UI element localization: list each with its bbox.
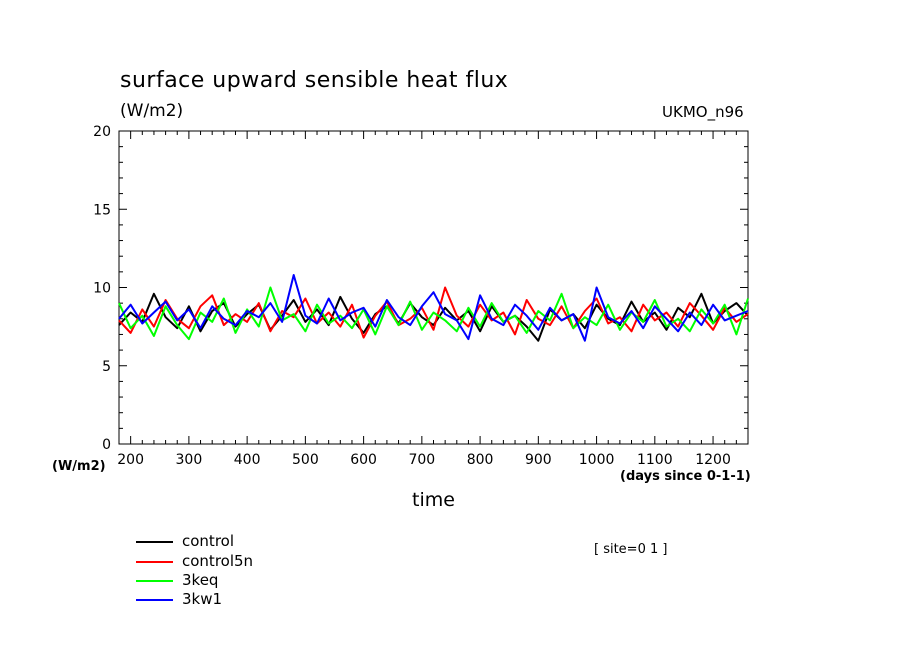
- legend-swatch-control5n: [136, 561, 173, 563]
- y-tick-label: 0: [102, 437, 111, 453]
- x-tick-label: 500: [292, 452, 319, 468]
- legend-swatch-3keq: [136, 580, 173, 582]
- chart-title: surface upward sensible heat flux: [120, 68, 509, 93]
- plot-frame: [118, 130, 749, 445]
- y-tick-label: 10: [93, 281, 111, 297]
- x-tick-label: 900: [525, 452, 552, 468]
- series-line-control5n: [118, 286, 749, 339]
- x-tick-label: 300: [176, 452, 203, 468]
- series-line-3kw1: [118, 274, 749, 342]
- axis-tick-labels: 200 300 400 500 600 700 800 900 1000 1100 1200 0 5 10…: [93, 124, 731, 468]
- series-lines: [118, 274, 749, 342]
- series-line-3keq: [118, 286, 749, 341]
- x-tick-label: 200: [117, 452, 144, 468]
- legend-label-3keq: 3keq: [182, 571, 219, 589]
- legend-label-control: control: [182, 532, 234, 550]
- legend-label-3kw1: 3kw1: [182, 590, 223, 608]
- site-label: [ site=0 1 ]: [594, 542, 668, 557]
- y-tick-label: 5: [102, 359, 111, 375]
- x-tick-label: 1200: [695, 452, 731, 468]
- x-tick-label: 600: [350, 452, 377, 468]
- x-tick-label: 1100: [637, 452, 673, 468]
- x-tick-label: 700: [408, 452, 435, 468]
- y-unit-label-top: (W/m2): [120, 101, 184, 121]
- legend-label-control5n: control5n: [182, 552, 254, 570]
- x-axis-title: time: [412, 489, 455, 511]
- x-tick-label: 400: [234, 452, 261, 468]
- model-label: UKMO_n96: [662, 103, 744, 121]
- y-tick-label: 20: [93, 124, 111, 140]
- axis-ticks: [118, 130, 749, 445]
- y-unit-label-bottom: (W/m2): [52, 459, 106, 474]
- legend-swatch-3kw1: [136, 599, 173, 601]
- x-tick-label: 1000: [579, 452, 615, 468]
- y-tick-label: 15: [93, 202, 111, 218]
- x-tick-label: 800: [467, 452, 494, 468]
- x-unit-label: (days since 0-1-1): [620, 469, 751, 484]
- legend-swatch-control: [136, 541, 173, 543]
